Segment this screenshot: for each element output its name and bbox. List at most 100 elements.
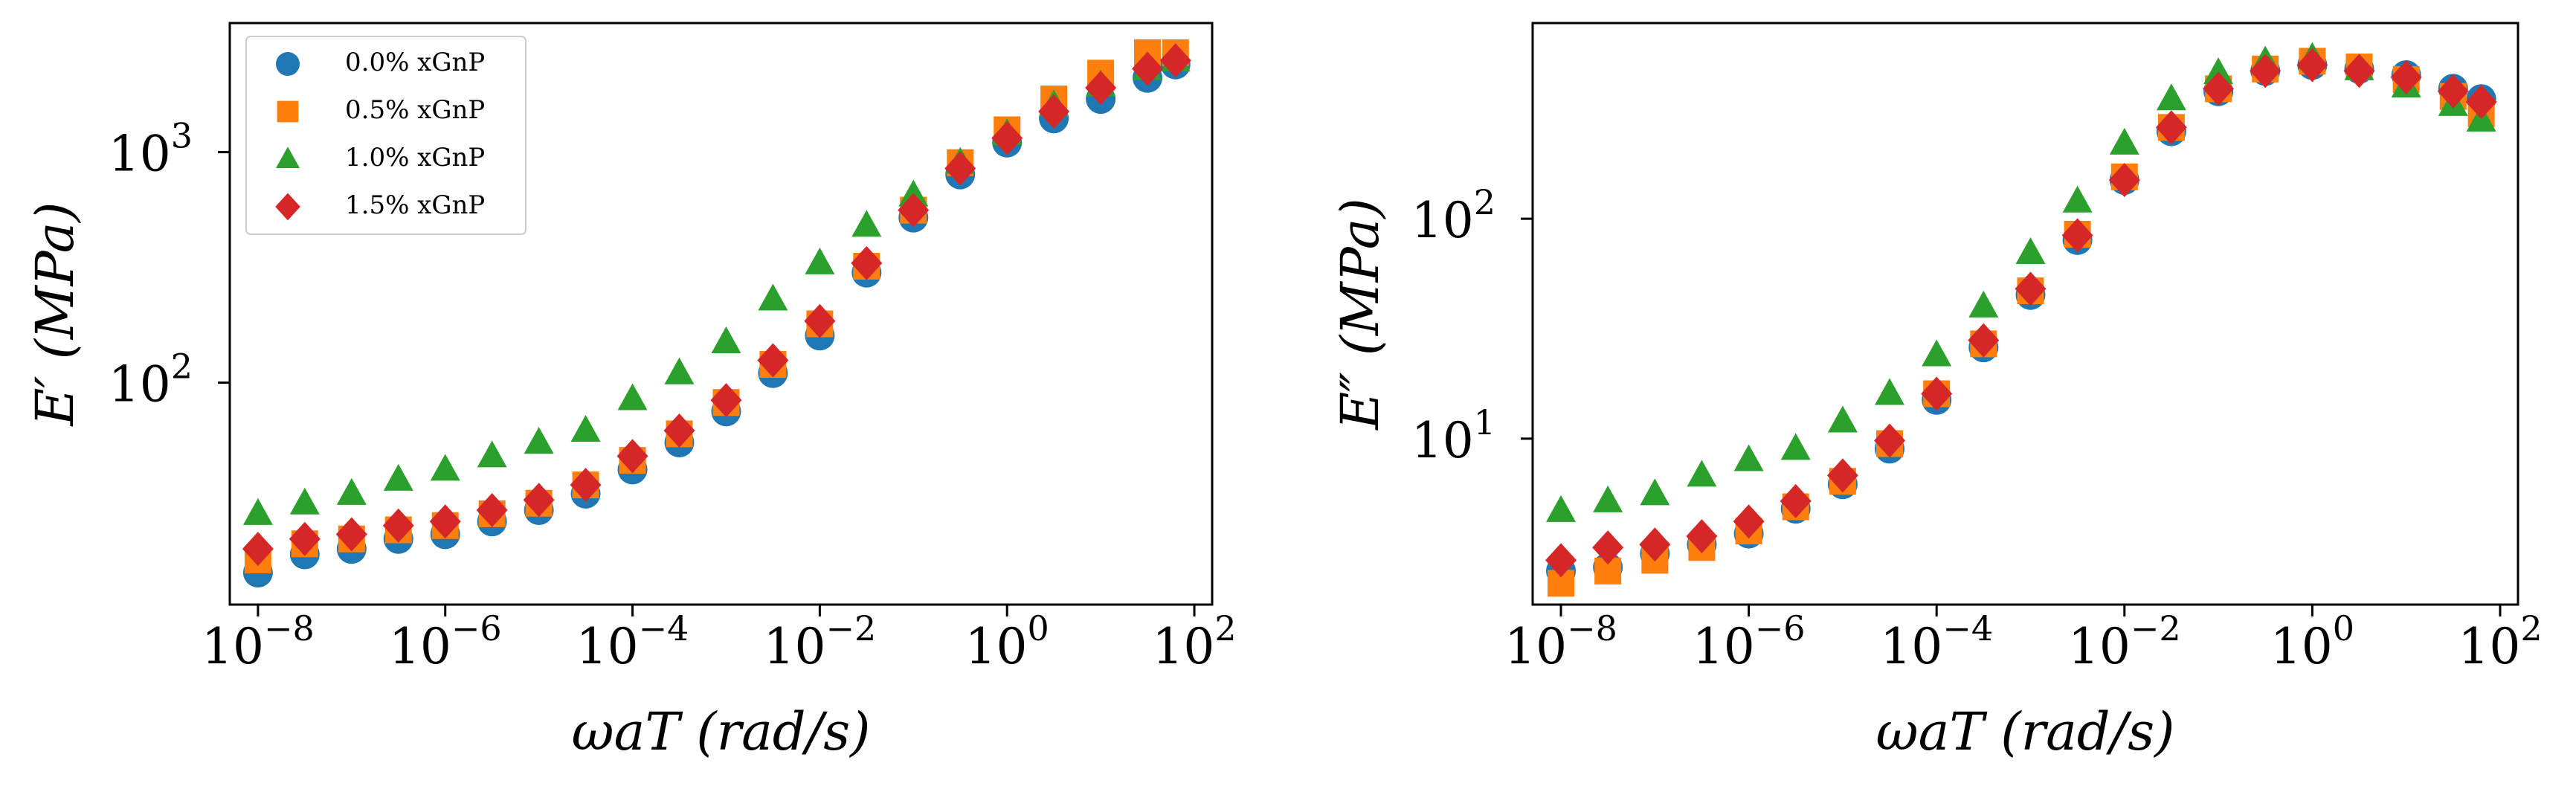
point <box>991 120 1023 155</box>
point <box>2250 54 2282 88</box>
tick-label: 102 <box>1152 608 1236 675</box>
point <box>523 483 555 518</box>
legend-marker <box>277 100 299 123</box>
tick-base: 10 <box>1411 192 1474 249</box>
tick-exponent: 3 <box>171 116 193 156</box>
point <box>1592 530 1624 565</box>
tick-label: 100 <box>965 608 1049 675</box>
tick-exponent: 2 <box>1474 182 1495 222</box>
tick-label: 102 <box>109 347 193 413</box>
point <box>757 343 789 378</box>
tick-exponent: 2 <box>171 347 193 387</box>
point <box>1545 543 1577 578</box>
point <box>1780 483 1812 518</box>
tick-base: 10 <box>389 618 451 675</box>
point <box>1875 378 1905 405</box>
point <box>289 487 320 515</box>
point <box>2155 110 2187 145</box>
point <box>335 517 367 552</box>
tick-base: 10 <box>1880 618 1942 675</box>
point <box>430 454 460 481</box>
point <box>758 283 788 311</box>
tick-exponent: 1 <box>1474 402 1495 442</box>
tick-base: 10 <box>1504 618 1567 675</box>
point <box>1639 527 1671 562</box>
tick-exponent: −6 <box>451 608 502 648</box>
point <box>664 357 695 384</box>
legend-marker <box>276 52 300 76</box>
tick-exponent: −4 <box>1942 608 1993 648</box>
point <box>1780 433 1811 460</box>
tick-exponent: 0 <box>2333 608 2354 648</box>
point <box>1874 423 1906 458</box>
point <box>1686 519 1718 554</box>
point <box>1968 323 2000 358</box>
tick-label: 10−2 <box>763 608 876 675</box>
tick-base: 10 <box>576 618 639 675</box>
point <box>617 383 648 410</box>
legend-label: 0.5% xGnP <box>345 95 485 125</box>
point <box>663 413 695 448</box>
point <box>2015 271 2047 306</box>
tick-base: 10 <box>2270 618 2333 675</box>
point <box>570 468 602 503</box>
point <box>1640 478 1670 506</box>
point <box>1827 405 1858 433</box>
point <box>711 326 741 353</box>
point <box>1593 485 1623 512</box>
tick-base: 10 <box>109 126 171 183</box>
point <box>1594 557 1622 584</box>
plot-frame <box>1531 22 2519 606</box>
point <box>944 151 976 186</box>
tick-label: 10−4 <box>1880 608 1993 675</box>
point <box>2437 74 2469 109</box>
point <box>2015 236 2046 264</box>
point <box>336 477 367 505</box>
tick-base: 10 <box>202 618 264 675</box>
point <box>2156 83 2186 111</box>
tick-label: 101 <box>1411 402 1495 469</box>
point <box>1733 504 1765 539</box>
point <box>242 497 273 525</box>
legend-marker <box>275 193 300 221</box>
legend-marker <box>276 146 300 168</box>
point <box>477 440 507 468</box>
point <box>851 210 882 237</box>
tick-exponent: −8 <box>264 608 315 648</box>
point <box>1687 460 1717 487</box>
tick-exponent: 2 <box>2520 608 2542 648</box>
tick-exponent: 0 <box>1028 608 1049 648</box>
point <box>1546 495 1577 522</box>
point <box>1922 339 1952 367</box>
tick-label: 102 <box>2458 608 2542 675</box>
point <box>2465 84 2497 119</box>
point <box>805 247 835 274</box>
tick-base: 10 <box>1152 618 1214 675</box>
tick-base: 10 <box>2458 618 2520 675</box>
point <box>851 245 883 280</box>
legend-box <box>245 36 527 235</box>
point <box>1085 71 1117 106</box>
tick-label: 10−6 <box>1693 608 1806 675</box>
point <box>710 383 742 418</box>
point <box>2108 163 2140 198</box>
point <box>1132 51 1164 86</box>
tick-exponent: −6 <box>1755 608 1806 648</box>
tick-base: 10 <box>763 618 825 675</box>
tick-base: 10 <box>965 618 1028 675</box>
tick-label: 10−6 <box>389 608 502 675</box>
point <box>289 521 321 556</box>
tick-exponent: −8 <box>1567 608 1617 648</box>
tick-label: 103 <box>109 116 193 183</box>
legend-label: 0.0% xGnP <box>345 48 485 77</box>
tick-exponent: −2 <box>825 608 876 648</box>
tick-label: 10−8 <box>1504 608 1617 675</box>
point <box>476 492 508 527</box>
tick-label: 10−4 <box>576 608 689 675</box>
point <box>1038 94 1070 129</box>
tick-base: 10 <box>2068 618 2131 675</box>
y-axis-label: E′ (MPa) <box>25 202 86 427</box>
tick-base: 10 <box>109 356 171 413</box>
y-axis-label: E″ (MPa) <box>1330 198 1391 431</box>
